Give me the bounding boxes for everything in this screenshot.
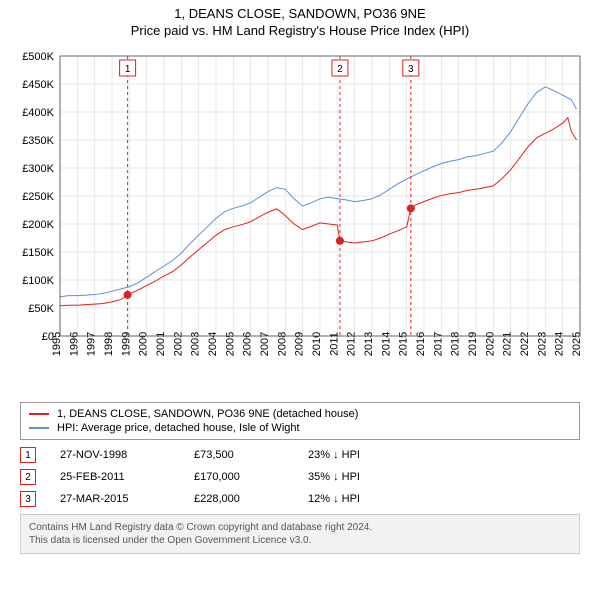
svg-text:£500K: £500K: [22, 51, 54, 63]
svg-text:1998: 1998: [103, 332, 115, 356]
svg-text:2016: 2016: [415, 332, 427, 356]
svg-text:£50K: £50K: [28, 303, 54, 315]
svg-text:2: 2: [337, 64, 343, 75]
svg-text:2021: 2021: [502, 332, 514, 356]
legend-swatch: [29, 413, 49, 415]
svg-text:2025: 2025: [571, 332, 583, 356]
event-row: 2 25-FEB-2011 £170,000 35% ↓ HPI: [20, 466, 580, 488]
svg-text:2008: 2008: [276, 332, 288, 356]
svg-text:2009: 2009: [294, 332, 306, 356]
event-date: 27-NOV-1998: [60, 449, 170, 461]
svg-text:2012: 2012: [346, 332, 358, 356]
svg-text:2014: 2014: [380, 332, 392, 356]
event-date: 25-FEB-2011: [60, 471, 170, 483]
svg-text:2023: 2023: [536, 332, 548, 356]
legend-label: HPI: Average price, detached house, Isle…: [57, 422, 300, 434]
event-delta: 12% ↓ HPI: [308, 493, 408, 505]
event-row: 3 27-MAR-2015 £228,000 12% ↓ HPI: [20, 488, 580, 510]
svg-text:2022: 2022: [519, 332, 531, 356]
svg-text:2020: 2020: [484, 332, 496, 356]
svg-text:£400K: £400K: [22, 107, 54, 119]
svg-text:3: 3: [408, 64, 414, 75]
event-date: 27-MAR-2015: [60, 493, 170, 505]
event-price: £228,000: [194, 493, 284, 505]
legend-swatch: [29, 427, 49, 429]
svg-text:£450K: £450K: [22, 79, 54, 91]
svg-text:2003: 2003: [190, 332, 202, 356]
svg-text:2005: 2005: [224, 332, 236, 356]
legend-row: HPI: Average price, detached house, Isle…: [29, 421, 571, 435]
credits-box: Contains HM Land Registry data © Crown c…: [20, 514, 580, 554]
legend: 1, DEANS CLOSE, SANDOWN, PO36 9NE (detac…: [20, 402, 580, 440]
event-price: £170,000: [194, 471, 284, 483]
legend-row: 1, DEANS CLOSE, SANDOWN, PO36 9NE (detac…: [29, 407, 571, 421]
chart-subtitle: Price paid vs. HM Land Registry's House …: [0, 23, 600, 38]
event-row: 1 27-NOV-1998 £73,500 23% ↓ HPI: [20, 444, 580, 466]
event-marker: 1: [20, 447, 36, 463]
events-table: 1 27-NOV-1998 £73,500 23% ↓ HPI 2 25-FEB-2011…: [20, 444, 580, 510]
svg-text:£300K: £300K: [22, 163, 54, 175]
event-marker: 2: [20, 469, 36, 485]
svg-text:2000: 2000: [138, 332, 150, 356]
event-delta: 35% ↓ HPI: [308, 471, 408, 483]
svg-text:2007: 2007: [259, 332, 271, 356]
svg-text:£100K: £100K: [22, 275, 54, 287]
svg-text:2006: 2006: [242, 332, 254, 356]
svg-text:2015: 2015: [398, 332, 410, 356]
svg-text:1999: 1999: [120, 332, 132, 356]
event-marker: 3: [20, 491, 36, 507]
svg-text:£350K: £350K: [22, 135, 54, 147]
svg-text:2017: 2017: [432, 332, 444, 356]
svg-text:£150K: £150K: [22, 247, 54, 259]
svg-text:2004: 2004: [207, 332, 219, 356]
svg-text:2024: 2024: [554, 332, 566, 356]
event-price: £73,500: [194, 449, 284, 461]
svg-text:2019: 2019: [467, 332, 479, 356]
legend-label: 1, DEANS CLOSE, SANDOWN, PO36 9NE (detac…: [57, 408, 358, 420]
chart-title: 1, DEANS CLOSE, SANDOWN, PO36 9NE: [0, 6, 600, 21]
svg-text:2010: 2010: [311, 332, 323, 356]
svg-text:1995: 1995: [51, 332, 63, 356]
page-container: 1, DEANS CLOSE, SANDOWN, PO36 9NE Price …: [0, 0, 600, 554]
svg-text:2001: 2001: [155, 332, 167, 356]
svg-text:£250K: £250K: [22, 191, 54, 203]
svg-text:1997: 1997: [86, 332, 98, 356]
event-delta: 23% ↓ HPI: [308, 449, 408, 461]
svg-text:1: 1: [125, 64, 131, 75]
credits-line-1: Contains HM Land Registry data © Crown c…: [29, 521, 571, 534]
svg-text:2013: 2013: [363, 332, 375, 356]
svg-text:£200K: £200K: [22, 219, 54, 231]
chart-svg: £0£50K£100K£150K£200K£250K£300K£350K£400…: [10, 46, 590, 391]
svg-text:1996: 1996: [68, 332, 80, 356]
header: 1, DEANS CLOSE, SANDOWN, PO36 9NE Price …: [0, 0, 600, 42]
chart-area: £0£50K£100K£150K£200K£250K£300K£350K£400…: [10, 46, 590, 396]
svg-text:2018: 2018: [450, 332, 462, 356]
svg-text:2002: 2002: [172, 332, 184, 356]
credits-line-2: This data is licensed under the Open Gov…: [29, 534, 571, 547]
